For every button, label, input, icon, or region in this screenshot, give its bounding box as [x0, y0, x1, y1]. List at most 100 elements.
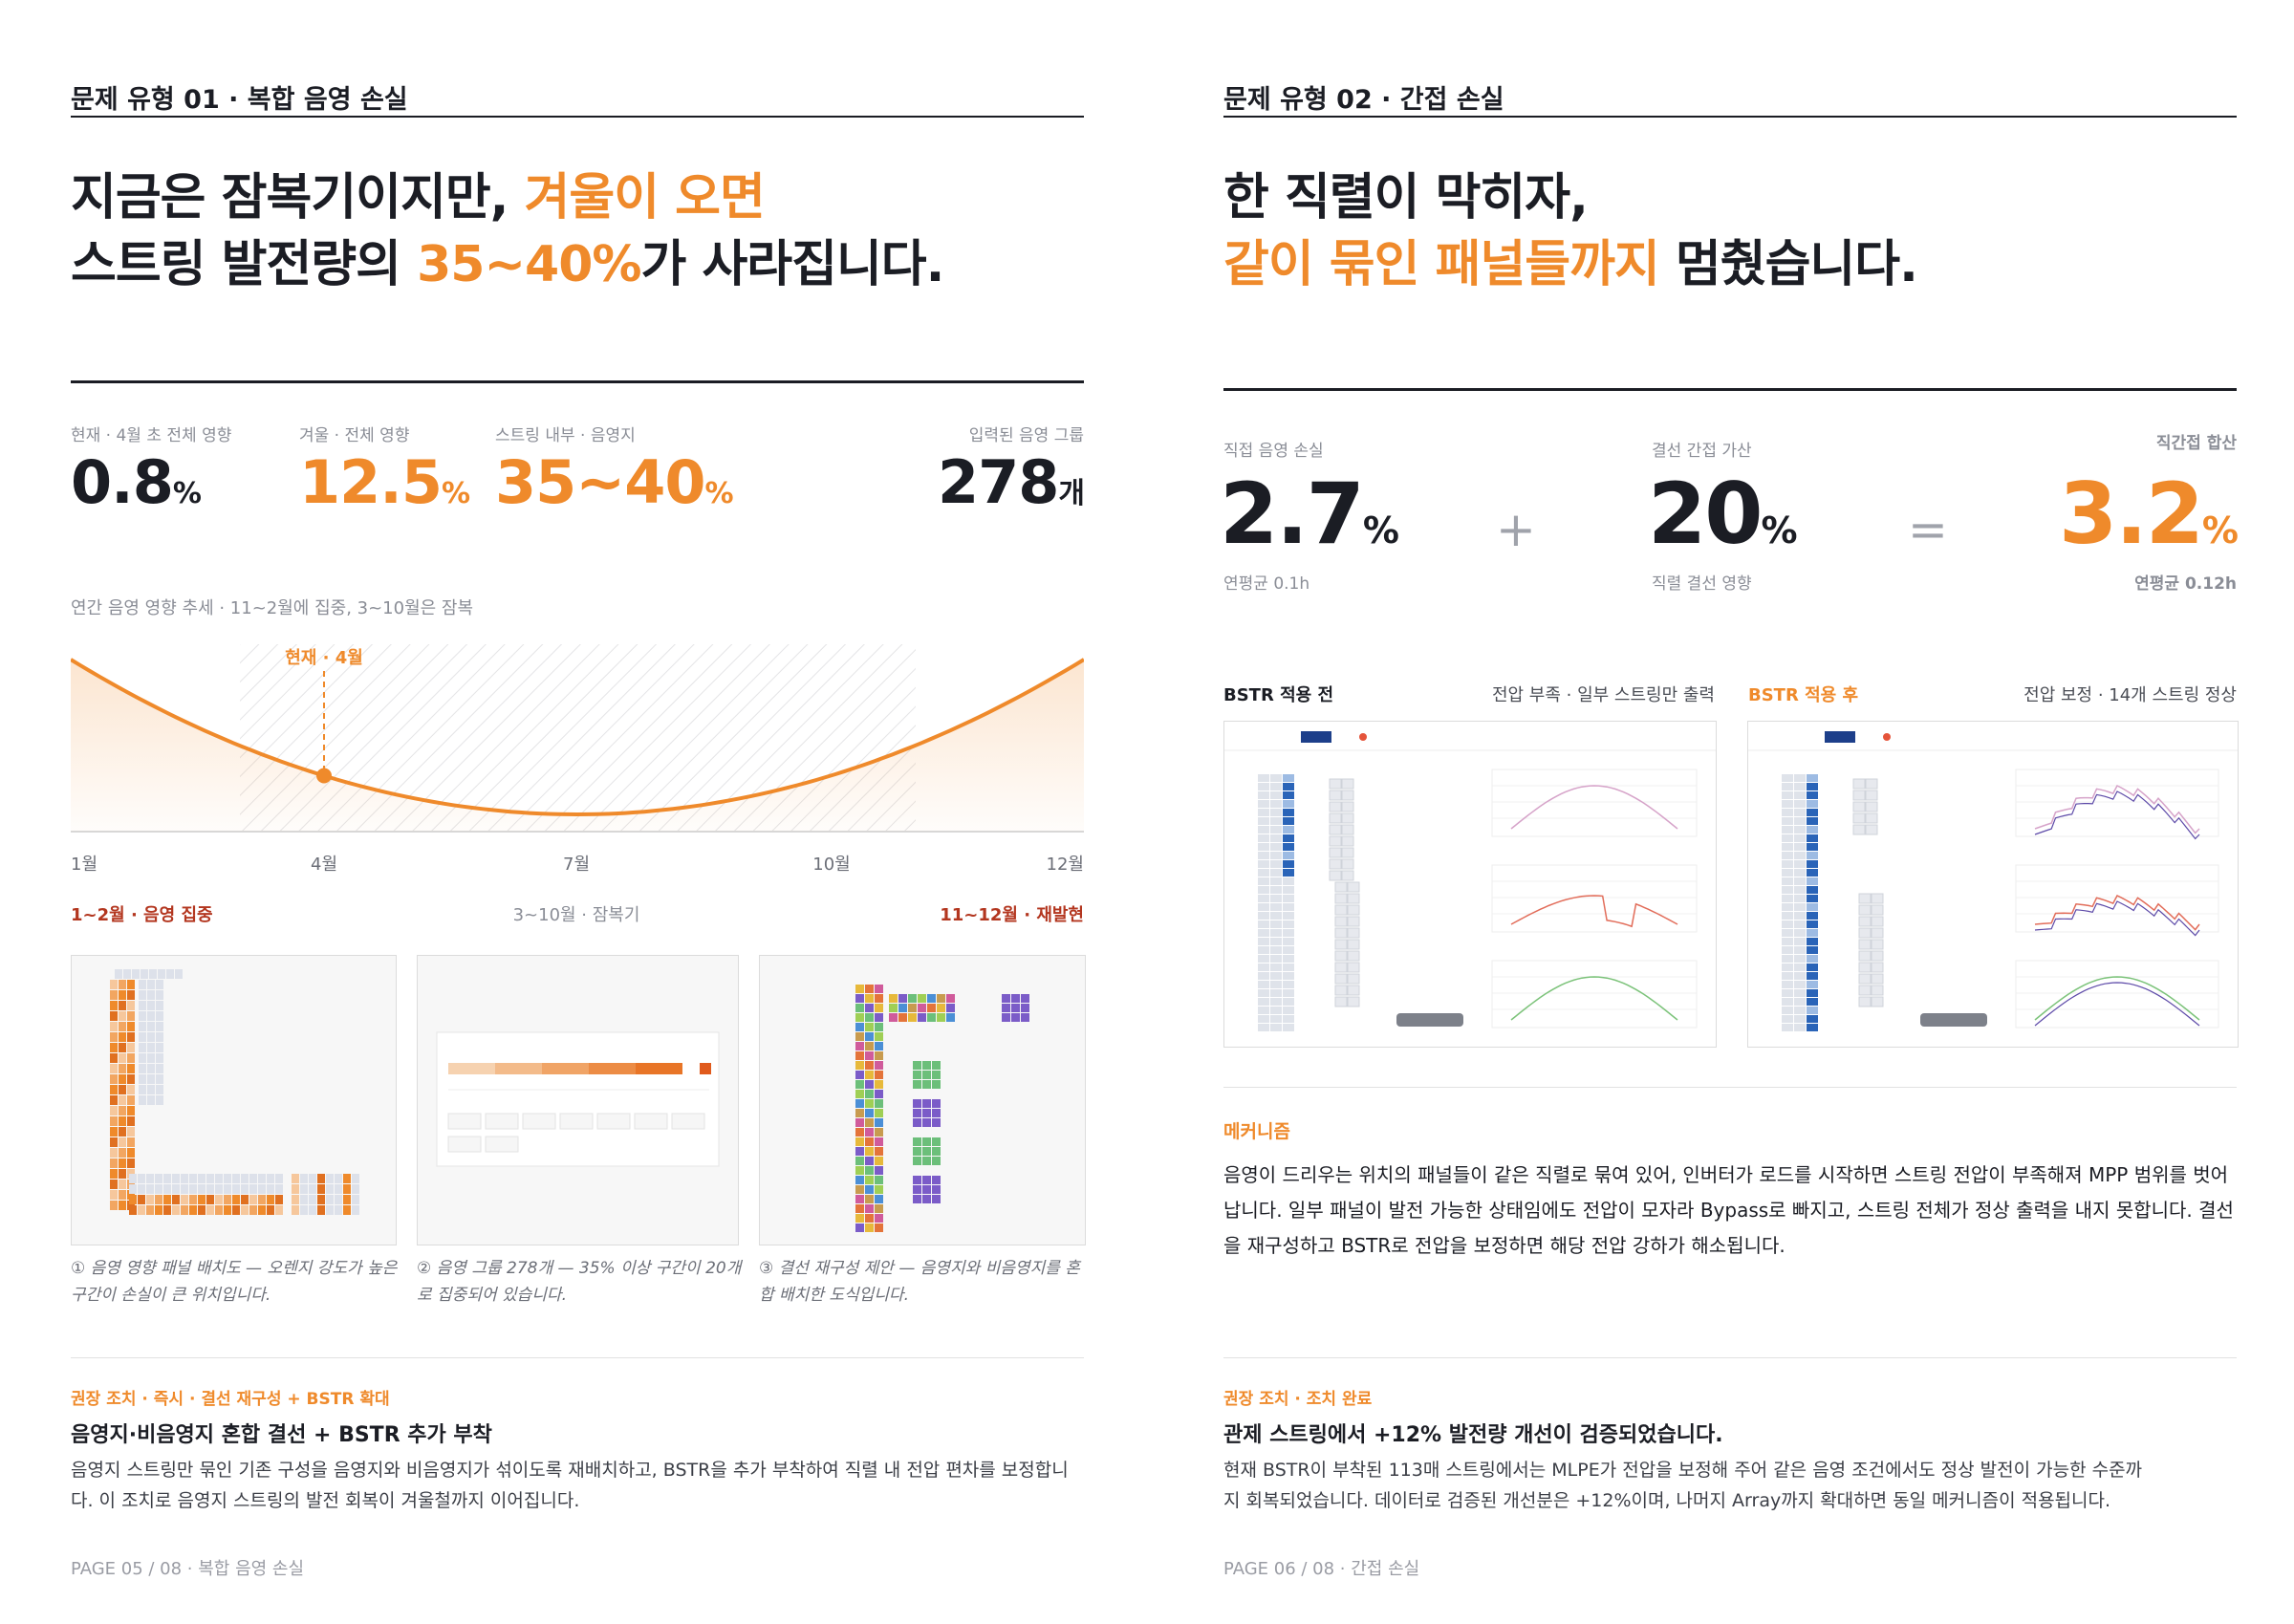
table-cell	[1283, 1015, 1294, 1023]
panel	[110, 1022, 118, 1031]
stat-sub: 연평균 0.12h	[2134, 574, 2237, 594]
panel-cell	[1871, 973, 1884, 985]
panel	[110, 1180, 118, 1189]
panel-cell	[1858, 950, 1872, 962]
table-cell	[1270, 946, 1282, 954]
panel	[127, 1158, 135, 1168]
panel	[865, 1128, 874, 1137]
panel	[215, 1205, 223, 1215]
panel-cell	[1341, 835, 1354, 847]
panel	[875, 1109, 883, 1117]
table-cell	[1807, 938, 1818, 945]
panel	[156, 1032, 163, 1042]
section-label: 문제 유형 01 · 복합 음영 손실	[71, 85, 408, 115]
table-cell	[1283, 989, 1294, 997]
panel	[855, 1042, 864, 1050]
panel-cell	[1329, 778, 1342, 790]
panel-cell	[1871, 904, 1884, 916]
panel	[146, 1195, 154, 1204]
table-cell	[1270, 774, 1282, 782]
stat-value: 12.5%	[299, 447, 470, 517]
panel	[241, 1174, 249, 1183]
panel-cell	[1852, 790, 1866, 801]
panel	[335, 1195, 342, 1204]
panel-cell	[1852, 824, 1866, 835]
panel	[156, 1064, 163, 1073]
panel-cell	[1334, 893, 1348, 904]
panel	[147, 980, 155, 989]
panel	[139, 1074, 146, 1084]
table-cell	[1270, 929, 1282, 937]
panel-cell	[1865, 778, 1878, 790]
panel	[127, 1032, 135, 1042]
scale-segment	[589, 1063, 636, 1074]
unit: %	[704, 477, 734, 510]
table-cell	[1258, 800, 1269, 808]
table-cell	[1807, 783, 1818, 790]
curve	[71, 658, 1084, 817]
panel	[309, 1174, 316, 1183]
panel-cell	[1334, 950, 1348, 962]
table-cell	[1782, 834, 1793, 842]
panel	[147, 1085, 155, 1094]
panel	[146, 1205, 154, 1215]
stat-value: 35~40%	[495, 447, 734, 517]
panel	[267, 1184, 274, 1194]
panel	[913, 1157, 921, 1165]
chart-frame	[1491, 960, 1698, 1029]
table-cell	[1782, 912, 1793, 920]
panel	[292, 1174, 299, 1183]
panel	[156, 1074, 163, 1084]
panel	[147, 1053, 155, 1063]
panel	[249, 1174, 257, 1183]
panel	[1021, 994, 1029, 1003]
table-cell	[1782, 998, 1793, 1006]
panel	[875, 985, 883, 993]
panel	[198, 1205, 206, 1215]
panel	[335, 1174, 342, 1183]
table-cell	[1807, 981, 1818, 988]
panel	[913, 1080, 921, 1089]
panel	[110, 1190, 118, 1200]
panel	[110, 1106, 118, 1115]
table-cell	[1807, 903, 1818, 911]
card	[436, 1031, 720, 1167]
value: 35~40	[495, 447, 706, 517]
panel	[110, 1137, 118, 1147]
panel-cell	[1347, 973, 1360, 985]
panel	[129, 1174, 137, 1183]
chip	[596, 1113, 631, 1130]
table-cell	[1258, 972, 1269, 980]
table-cell	[1807, 955, 1818, 963]
panel	[163, 1205, 171, 1215]
current-marker	[316, 768, 332, 784]
panel	[317, 1184, 325, 1194]
table-cell	[1258, 955, 1269, 963]
table-cell	[1258, 895, 1269, 902]
panel	[932, 1195, 941, 1203]
panel	[335, 1184, 342, 1194]
mechanism-label: 메커니즘	[1223, 1121, 1290, 1142]
panel	[855, 1118, 864, 1127]
table-cell	[1258, 1007, 1269, 1014]
panel	[139, 1053, 146, 1063]
panel	[110, 1053, 118, 1063]
panel	[946, 1013, 955, 1022]
table-cell	[1782, 783, 1793, 790]
table-cell	[1782, 1015, 1793, 1023]
panel	[865, 1032, 874, 1041]
panel-cell	[1334, 985, 1348, 996]
table-cell	[1283, 955, 1294, 963]
table-cell	[1270, 809, 1282, 816]
panel	[275, 1195, 283, 1204]
table-cell	[1258, 869, 1269, 877]
panel-cell	[1334, 916, 1348, 927]
headline-text: 겨울이 오면	[524, 169, 766, 227]
headline-text: 35~40%	[417, 236, 641, 293]
panel	[922, 1071, 931, 1079]
chart-line	[1510, 976, 1678, 1021]
panel	[922, 1137, 931, 1146]
mechanism-body: 음영이 드리우는 위치의 패널들이 같은 직렬로 묶여 있어, 인버터가 로드를…	[1223, 1163, 2234, 1257]
panel	[258, 1195, 266, 1204]
panel	[127, 1064, 135, 1073]
